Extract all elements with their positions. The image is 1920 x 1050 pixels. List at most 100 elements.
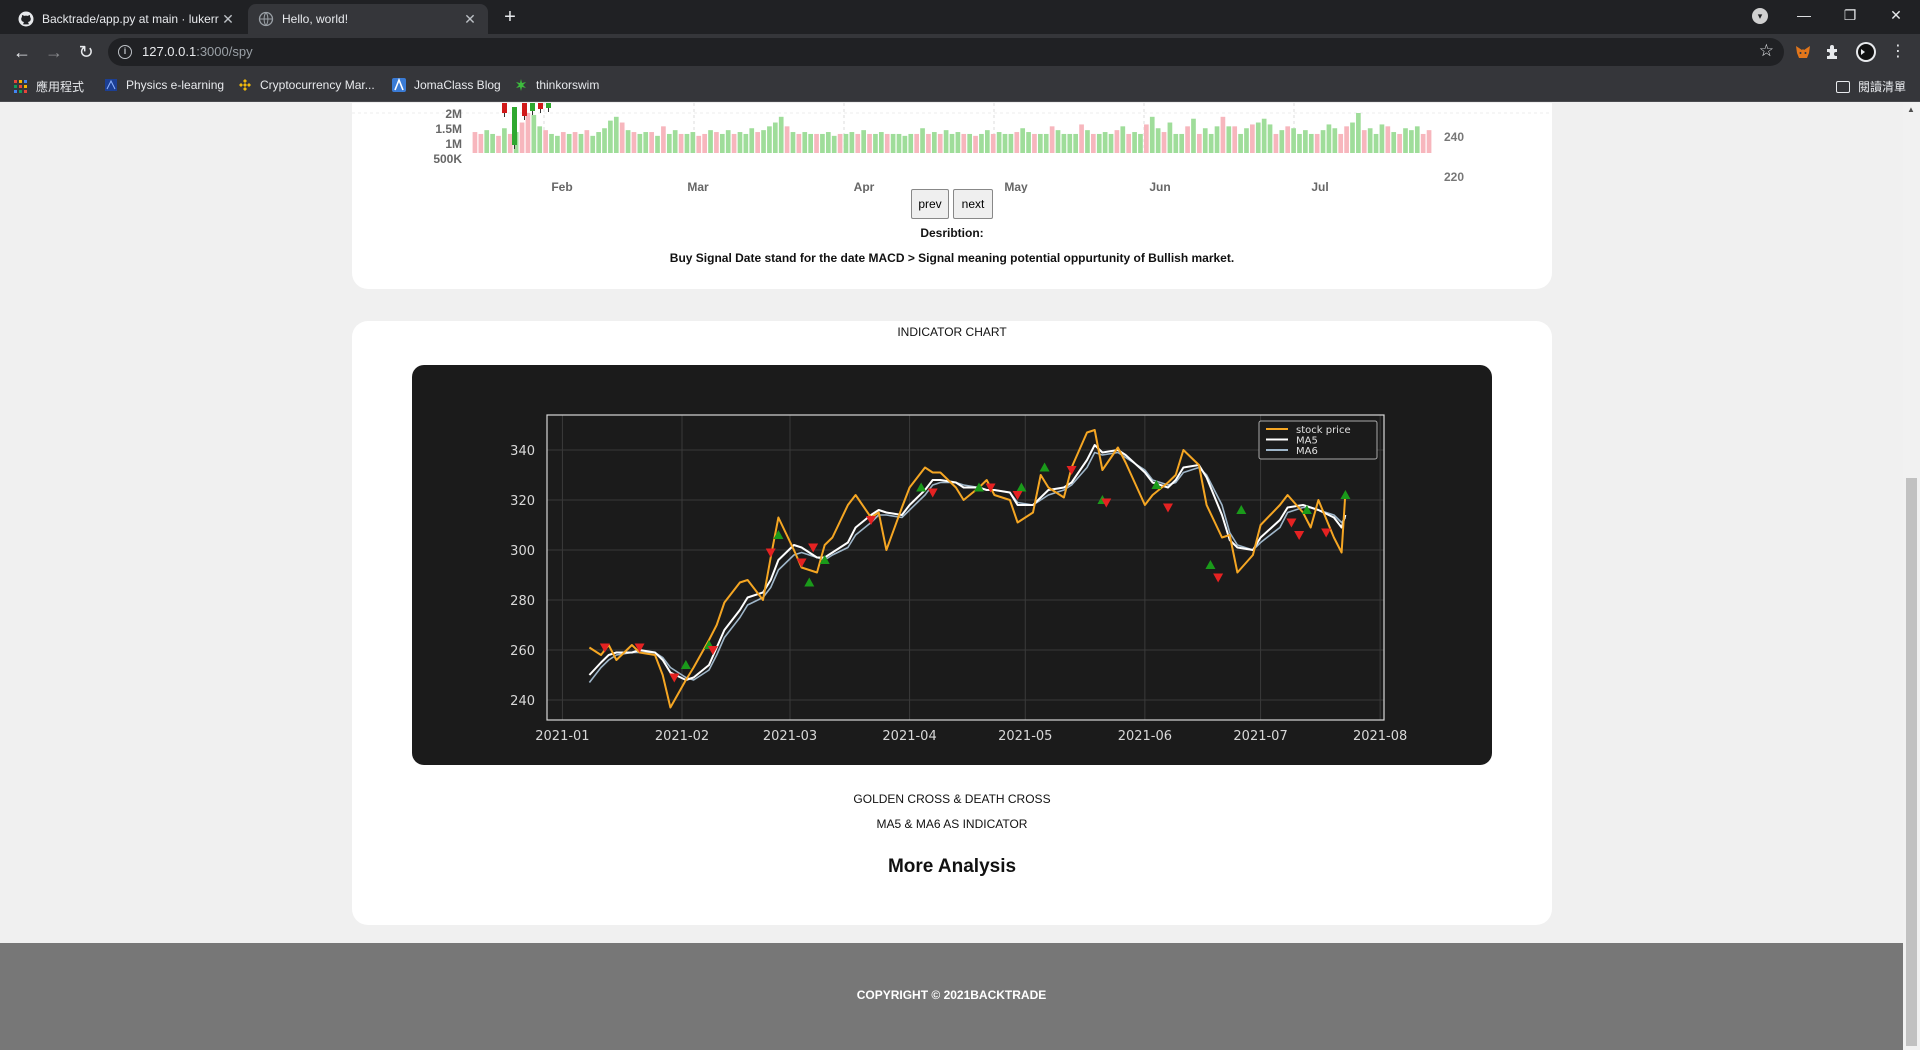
minimize-button[interactable]: — xyxy=(1797,7,1811,23)
bookmark-physics[interactable]: Physics e-learning xyxy=(104,78,224,92)
volume-bar xyxy=(831,135,837,153)
prev-button[interactable]: prev xyxy=(911,189,949,219)
new-tab-button[interactable]: + xyxy=(504,6,516,28)
volume-bar xyxy=(1185,126,1190,153)
volume-bar xyxy=(808,133,813,153)
month-tick-label: Apr xyxy=(854,180,875,193)
reload-icon[interactable]: ↻ xyxy=(78,42,94,62)
bookmark-thinkorswim[interactable]: thinkorswim xyxy=(514,78,599,92)
volume-bar xyxy=(1167,122,1173,153)
y-tick-label: 320 xyxy=(510,494,535,509)
sell-signal-marker xyxy=(1163,503,1173,513)
volume-bar xyxy=(666,133,672,153)
bookmark-joma[interactable]: JomaClass Blog xyxy=(392,78,501,92)
window-close-button[interactable]: ✕ xyxy=(1890,7,1902,23)
y-tick-label: 240 xyxy=(510,694,535,709)
volume-bar xyxy=(790,132,796,153)
sell-signal-marker xyxy=(1012,491,1023,500)
volume-bar xyxy=(920,128,925,153)
reading-list[interactable]: 閱讀清單 xyxy=(1835,78,1906,95)
volume-bar xyxy=(1338,133,1344,153)
sell-signal-marker xyxy=(707,646,718,655)
bookmark-label: Physics e-learning xyxy=(126,78,225,92)
volume-bar xyxy=(625,130,631,153)
sell-signal-marker xyxy=(985,483,996,493)
address-bar[interactable]: i 127.0.0.1:3000/spy ☆ xyxy=(108,38,1784,66)
volume-bar xyxy=(608,120,613,153)
volume-bar xyxy=(1356,113,1361,153)
bookmark-crypto[interactable]: Cryptocurrency Mar... xyxy=(238,78,375,92)
volume-bar xyxy=(472,132,478,153)
tab-github[interactable]: Backtrade/app.py at main · lukerr ✕ xyxy=(8,4,246,34)
volume-bar xyxy=(649,132,654,153)
volume-bar xyxy=(643,132,649,153)
volume-bar xyxy=(943,130,949,153)
bookmark-apps[interactable]: 應用程式 xyxy=(14,78,84,95)
volume-bar xyxy=(537,126,543,153)
month-tick-label: May xyxy=(1004,180,1028,193)
volume-bar xyxy=(772,122,778,153)
buy-signal-marker xyxy=(1205,560,1216,569)
volume-bar xyxy=(1144,124,1149,153)
sell-signal-marker xyxy=(1213,573,1224,583)
restore-button[interactable]: ❐ xyxy=(1843,7,1857,23)
bookmark-star-icon[interactable]: ☆ xyxy=(1758,41,1774,60)
volume-bar xyxy=(1126,133,1132,153)
x-tick-label: 2021-02 xyxy=(655,729,709,744)
volume-bar xyxy=(820,133,825,153)
volume-bar xyxy=(837,133,843,153)
profile-avatar[interactable] xyxy=(1855,41,1877,63)
page-footer: COPYRIGHT © 2021BACKTRADE xyxy=(0,943,1903,1050)
y-tick-label: 260 xyxy=(510,644,535,659)
close-icon[interactable]: ✕ xyxy=(464,10,476,27)
volume-bar xyxy=(572,132,578,153)
volume-bar xyxy=(861,130,867,153)
bookmark-label: Cryptocurrency Mar... xyxy=(260,78,375,92)
series-line-stock-price xyxy=(588,429,1347,709)
candle-body xyxy=(530,103,535,111)
apps-grid-icon xyxy=(14,79,27,93)
volume-bar xyxy=(990,133,996,153)
volume-bar xyxy=(1314,133,1320,153)
volume-bar xyxy=(996,132,1002,153)
browser-menu-icon[interactable]: ⋮ xyxy=(1890,43,1906,60)
volume-bar xyxy=(1285,126,1291,153)
volume-bar xyxy=(478,133,484,153)
close-icon[interactable]: ✕ xyxy=(222,10,234,27)
caption-ma-indicator: MA5 & MA6 AS INDICATOR xyxy=(876,817,1028,831)
volume-bar xyxy=(802,132,808,153)
buy-signal-marker xyxy=(773,530,784,539)
tab-hello-world[interactable]: Hello, world! ✕ xyxy=(248,4,488,34)
volume-bar xyxy=(672,130,678,153)
indicator-chart-panel: 240 260 280 300 320 340 2021-01 2021-02 2021-03 2… xyxy=(412,365,1492,765)
volume-bar xyxy=(1061,133,1067,153)
volume-bar xyxy=(684,133,690,153)
volume-bar xyxy=(1291,128,1296,153)
tab-search-icon[interactable]: ▾ xyxy=(1752,8,1768,24)
volume-bar xyxy=(814,133,819,153)
volume-bar xyxy=(955,132,961,153)
forward-arrow-icon[interactable]: → xyxy=(45,42,63,62)
scrollbar-thumb[interactable] xyxy=(1906,478,1917,1046)
volume-bar xyxy=(531,114,537,153)
volume-bar xyxy=(1037,133,1043,153)
buy-signal-marker xyxy=(1340,490,1351,499)
volume-bar xyxy=(1008,133,1014,153)
scroll-up-arrow-icon[interactable]: ▲ xyxy=(1907,105,1915,114)
next-button[interactable]: next xyxy=(953,189,993,219)
extensions-puzzle-icon[interactable] xyxy=(1824,43,1842,61)
volume-bar xyxy=(1067,133,1073,153)
volume-bar xyxy=(719,133,725,153)
metamask-fox-icon[interactable] xyxy=(1794,43,1812,61)
site-info-icon[interactable]: i xyxy=(118,45,132,59)
page-scrollbar[interactable]: ▲ xyxy=(1903,103,1920,1050)
tab-title: Backtrade/app.py at main · lukerr xyxy=(42,12,219,26)
volume-bar xyxy=(1350,122,1355,153)
back-arrow-icon[interactable]: ← xyxy=(13,42,31,62)
sell-signal-marker xyxy=(1294,531,1305,540)
url-text[interactable]: 127.0.0.1:3000/spy xyxy=(142,44,253,59)
volume-bar xyxy=(1161,132,1167,153)
volume-bar xyxy=(737,132,743,153)
volume-bar xyxy=(1132,132,1137,153)
volume-tick-label: 500K xyxy=(433,152,462,166)
